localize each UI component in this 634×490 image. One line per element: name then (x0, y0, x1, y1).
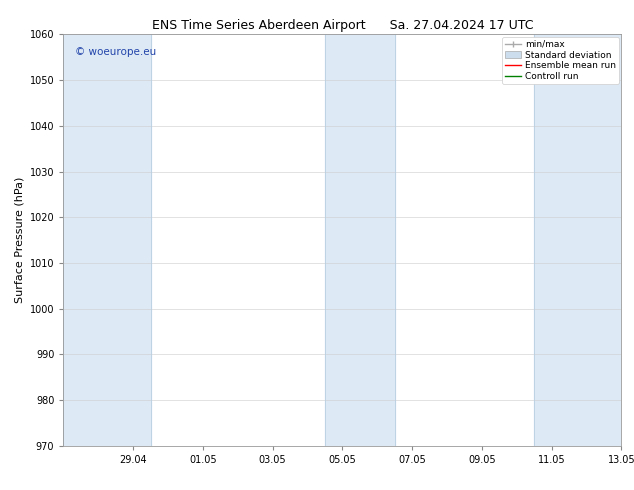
Title: ENS Time Series Aberdeen Airport      Sa. 27.04.2024 17 UTC: ENS Time Series Aberdeen Airport Sa. 27.… (152, 19, 533, 32)
Bar (534, 34, 621, 446)
Legend: min/max, Standard deviation, Ensemble mean run, Controll run: min/max, Standard deviation, Ensemble me… (502, 37, 619, 84)
Bar (63, 34, 150, 446)
Y-axis label: Surface Pressure (hPa): Surface Pressure (hPa) (14, 177, 24, 303)
Bar (325, 34, 394, 446)
Text: © woeurope.eu: © woeurope.eu (75, 47, 156, 57)
